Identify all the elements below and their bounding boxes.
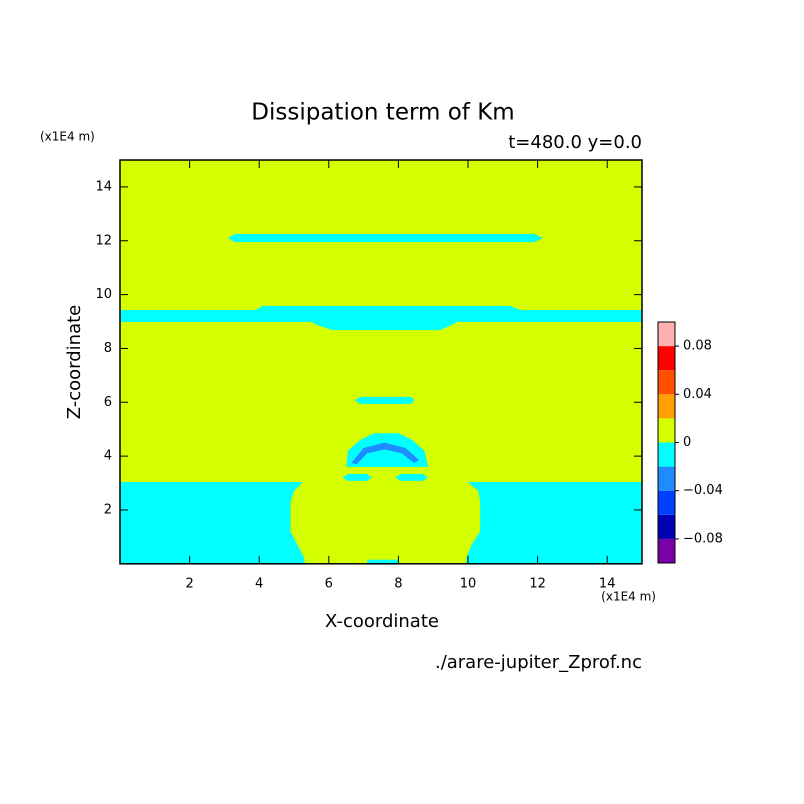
chart-title: Dissipation term of Km (251, 100, 514, 126)
contour-region (367, 559, 399, 564)
subtitle: t=480.0 y=0.0 (508, 132, 642, 153)
contour-region (346, 433, 428, 467)
y-tick-label: 2 (104, 502, 112, 517)
y-axis-label: Z-coordinate (64, 305, 85, 420)
contour-region (466, 481, 642, 564)
x-tick-label: 10 (460, 576, 477, 591)
x-tick-label: 2 (185, 576, 193, 591)
contour-region (354, 396, 415, 404)
y-tick-label: 12 (95, 233, 112, 248)
colorbar-band (658, 538, 675, 563)
y-unit: (x1E4 m) (40, 130, 95, 144)
contour-region (120, 305, 642, 331)
contour-region (342, 473, 372, 481)
colorbar-band (658, 322, 675, 347)
colorbar-band (658, 418, 675, 443)
plot-frame (119, 159, 643, 565)
colorbar-tick-label: 0.08 (683, 339, 712, 354)
y-tick-label: 4 (104, 449, 112, 464)
x-tick-label: 14 (599, 576, 616, 591)
contour-region (227, 234, 543, 243)
y-tick-label: 6 (104, 395, 112, 410)
colorbar-band (658, 442, 675, 467)
colorbar-band (658, 394, 675, 419)
y-tick-label: 8 (104, 341, 112, 356)
colorbar-band (658, 514, 675, 539)
y-tick-label: 10 (95, 287, 112, 302)
source-file: ./arare-jupiter_Zprof.nc (435, 652, 642, 673)
x-axis-label: X-coordinate (325, 611, 439, 632)
colorbar-tick-label: 0.04 (683, 387, 712, 402)
colorbar-band (658, 346, 675, 371)
contour-region (120, 481, 305, 564)
x-tick-label: 4 (255, 576, 263, 591)
colorbar-band (658, 490, 675, 515)
colorbar-tick-label: 0 (683, 435, 691, 450)
x-tick-label: 6 (325, 576, 333, 591)
contour-region (351, 442, 420, 465)
y-tick-label: 14 (95, 179, 112, 194)
contour-region (395, 473, 428, 481)
colorbar-tick-label: −0.08 (683, 531, 723, 546)
colorbar-band (658, 466, 675, 491)
plot-area (120, 160, 642, 564)
colorbar-tick-label: −0.04 (683, 483, 723, 498)
x-tick-label: 12 (529, 576, 546, 591)
colorbar-band (658, 370, 675, 395)
x-unit: (x1E4 m) (601, 590, 656, 604)
x-tick-label: 8 (394, 576, 402, 591)
